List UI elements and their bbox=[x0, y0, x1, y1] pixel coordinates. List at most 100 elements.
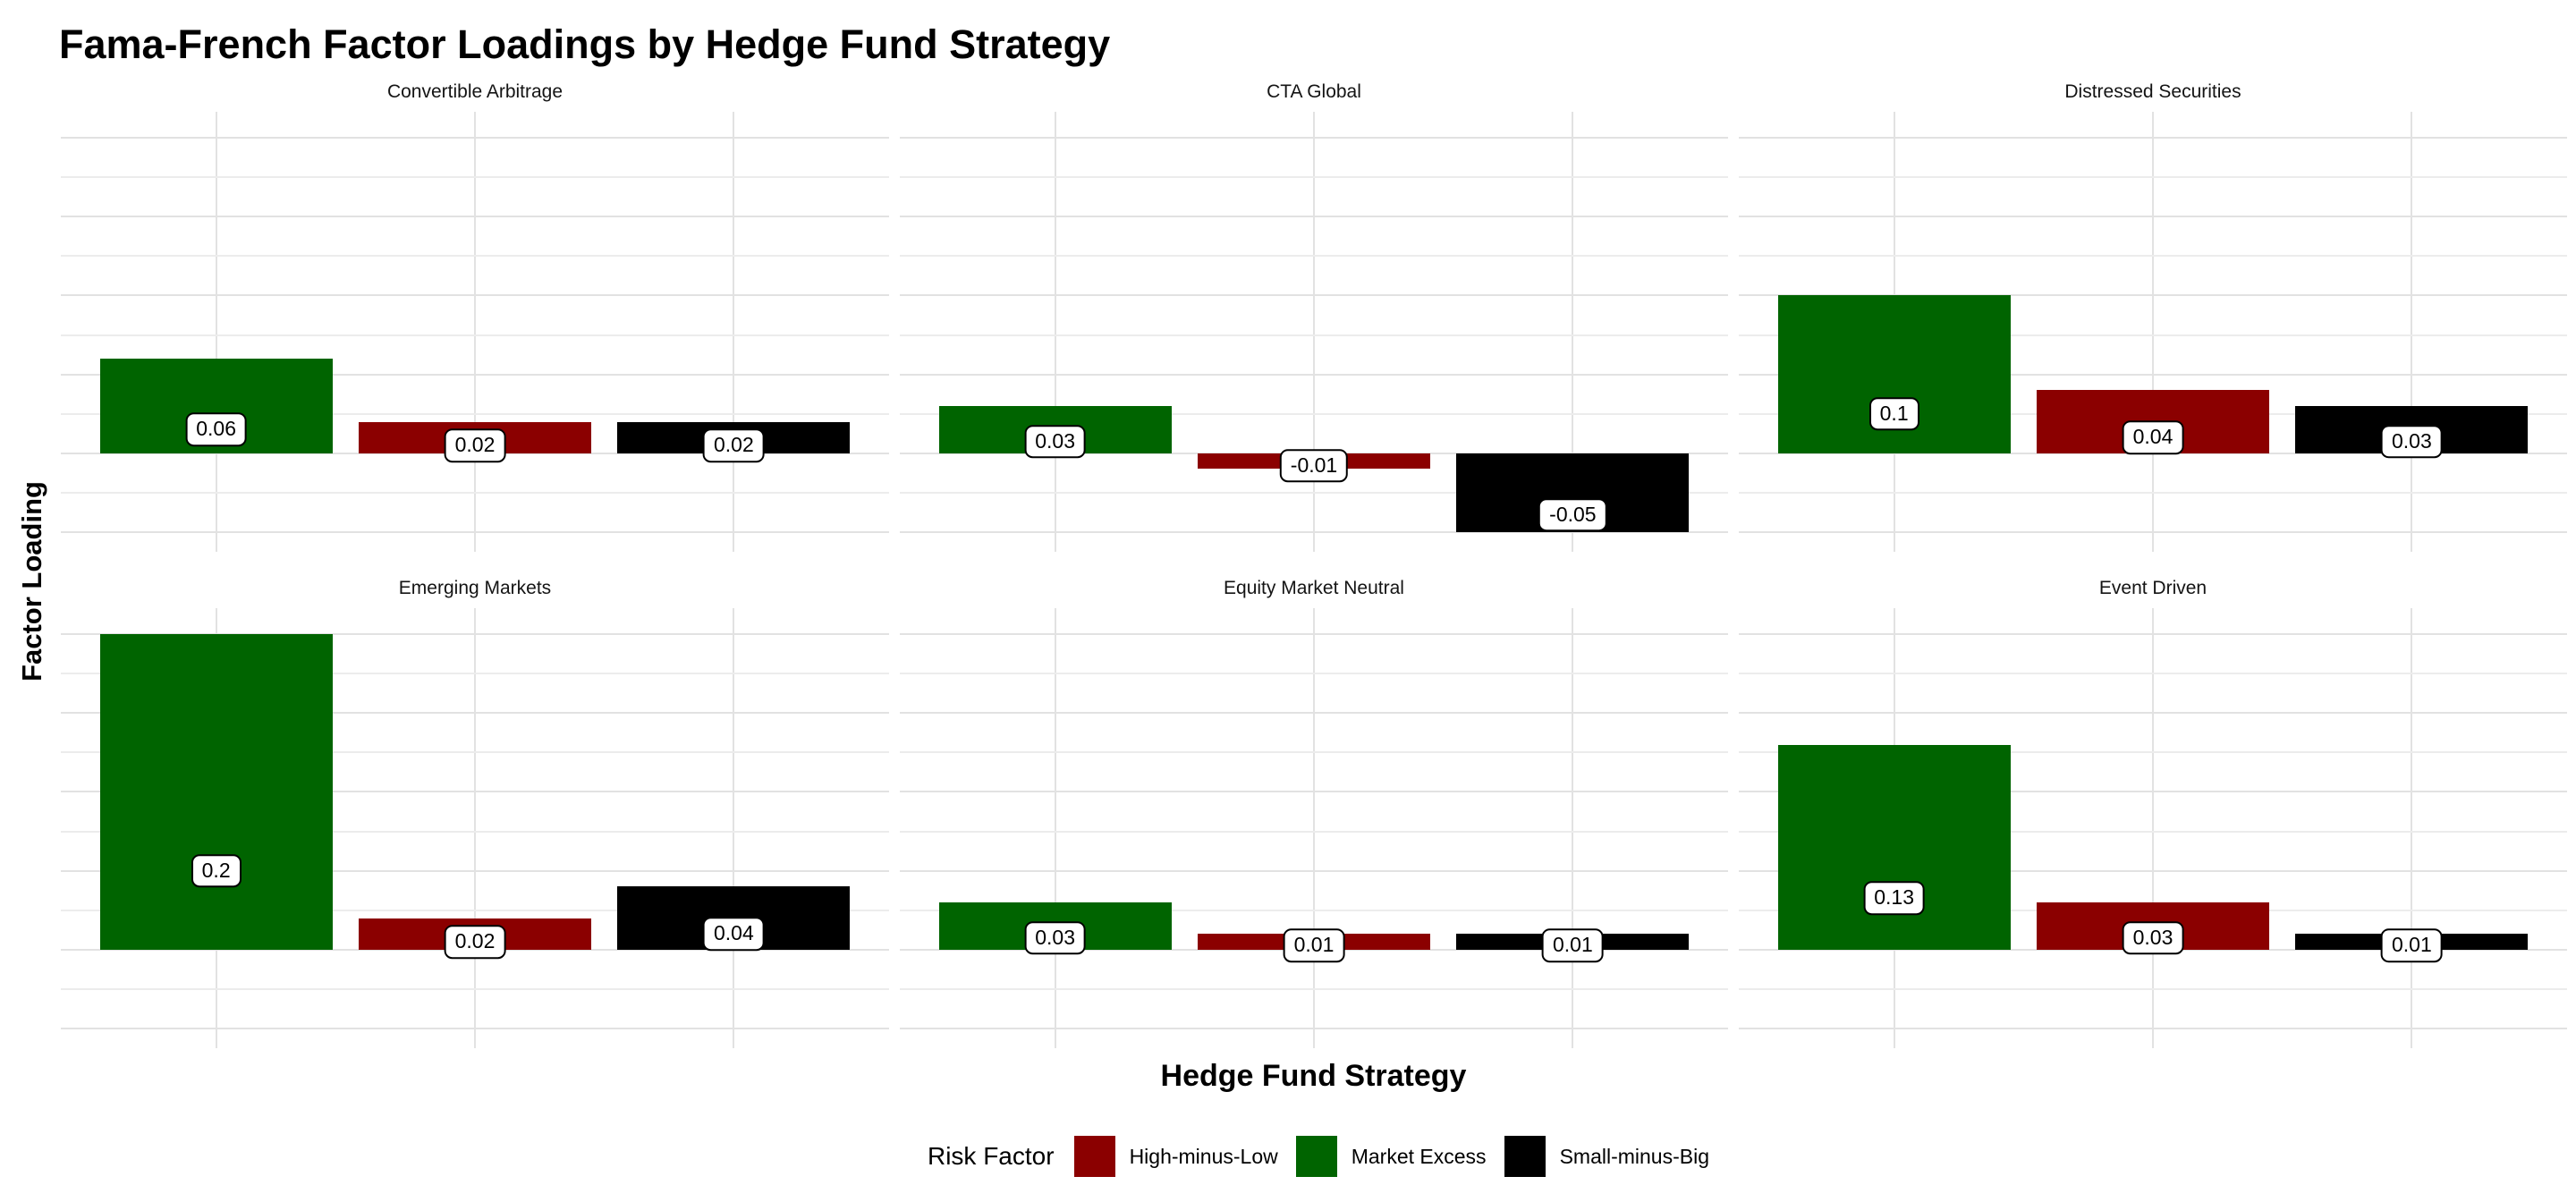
value-label: 0.2 bbox=[191, 853, 242, 888]
facet-panel: 0.2 0.02 0.04 bbox=[61, 608, 889, 1048]
bar-market-excess bbox=[1777, 744, 2011, 950]
gridline-horizontal bbox=[900, 712, 1728, 715]
gridline-horizontal bbox=[61, 373, 889, 376]
value-label: 0.01 bbox=[1283, 928, 1345, 963]
gridline-horizontal bbox=[1739, 712, 2567, 715]
legend-item: Small-minus-Big bbox=[1504, 1136, 1709, 1177]
gridline-vertical bbox=[474, 608, 476, 1048]
value-label: 0.03 bbox=[2380, 424, 2443, 459]
gridline-horizontal bbox=[61, 869, 889, 872]
gridline-horizontal bbox=[1739, 869, 2567, 872]
gridline-horizontal bbox=[61, 255, 889, 258]
gridline-horizontal bbox=[61, 909, 889, 911]
gridline-horizontal bbox=[1739, 530, 2567, 533]
gridline-vertical bbox=[1313, 112, 1315, 552]
value-label: 0.03 bbox=[2122, 920, 2184, 955]
gridline-horizontal bbox=[1739, 216, 2567, 218]
gridline-horizontal bbox=[900, 491, 1728, 494]
gridline-horizontal bbox=[900, 673, 1728, 675]
facet-panel: 0.13 0.03 0.01 bbox=[1739, 608, 2567, 1048]
value-label: 0.02 bbox=[444, 925, 506, 959]
legend: Risk Factor High-minus-Low Market Excess S… bbox=[61, 1129, 2576, 1184]
value-label: -0.01 bbox=[1279, 448, 1349, 483]
legend-item-label: Market Excess bbox=[1351, 1144, 1487, 1168]
legend-swatch-market-excess bbox=[1295, 1136, 1337, 1177]
gridline-vertical bbox=[1572, 112, 1574, 552]
gridline-vertical bbox=[1054, 112, 1056, 552]
gridline-horizontal bbox=[900, 530, 1728, 533]
gridline-horizontal bbox=[61, 712, 889, 715]
legend-swatch-high-minus-low bbox=[1073, 1136, 1115, 1177]
gridline-horizontal bbox=[61, 176, 889, 179]
x-axis-title: Hedge Fund Strategy bbox=[1160, 1059, 1467, 1093]
gridline-horizontal bbox=[61, 137, 889, 140]
facet-title: Convertible Arbitrage bbox=[386, 81, 564, 102]
facet-title: Emerging Markets bbox=[398, 578, 552, 598]
facet-panel: 0.1 0.04 0.03 bbox=[1739, 112, 2567, 552]
gridline-horizontal bbox=[1739, 137, 2567, 140]
gridline-horizontal bbox=[1739, 673, 2567, 675]
value-label: 0.02 bbox=[444, 428, 506, 462]
gridline-vertical bbox=[2152, 608, 2154, 1048]
chart-title: Fama-French Factor Loadings by Hedge Fun… bbox=[59, 21, 1111, 67]
bar-market-excess bbox=[99, 634, 333, 950]
y-axis-title: Factor Loading bbox=[16, 481, 47, 681]
gridline-horizontal bbox=[1739, 791, 2567, 793]
gridline-horizontal bbox=[1739, 255, 2567, 258]
legend-item-label: High-minus-Low bbox=[1129, 1144, 1278, 1168]
gridline-horizontal bbox=[1739, 1027, 2567, 1029]
gridline-horizontal bbox=[61, 633, 889, 636]
gridline-vertical bbox=[733, 112, 735, 552]
gridline-horizontal bbox=[1739, 294, 2567, 297]
value-label: -0.05 bbox=[1538, 497, 1607, 532]
gridline-horizontal bbox=[1739, 987, 2567, 990]
facet-title: CTA Global bbox=[1267, 81, 1361, 102]
gridline-horizontal bbox=[900, 987, 1728, 990]
gridline-horizontal bbox=[1739, 751, 2567, 754]
gridline-horizontal bbox=[61, 1027, 889, 1029]
gridline-vertical bbox=[2152, 112, 2154, 552]
gridline-horizontal bbox=[900, 373, 1728, 376]
gridline-horizontal bbox=[900, 791, 1728, 793]
gridline-vertical bbox=[2411, 112, 2413, 552]
gridline-horizontal bbox=[61, 791, 889, 793]
gridline-vertical bbox=[2411, 608, 2413, 1048]
value-label: 0.01 bbox=[2380, 928, 2443, 963]
value-label: 0.04 bbox=[2122, 420, 2184, 454]
gridline-horizontal bbox=[1739, 176, 2567, 179]
gridline-horizontal bbox=[900, 751, 1728, 754]
gridline-horizontal bbox=[61, 530, 889, 533]
facet-title: Distressed Securities bbox=[2064, 81, 2241, 102]
gridline-horizontal bbox=[900, 334, 1728, 336]
gridline-horizontal bbox=[61, 987, 889, 990]
gridline-vertical bbox=[215, 112, 217, 552]
gridline-horizontal bbox=[900, 830, 1728, 833]
gridline-horizontal bbox=[1739, 491, 2567, 494]
facet-title: Event Driven bbox=[2098, 578, 2207, 598]
gridline-horizontal bbox=[61, 334, 889, 336]
facet-panel: 0.06 0.02 0.02 bbox=[61, 112, 889, 552]
value-label: 0.06 bbox=[185, 412, 248, 447]
gridline-horizontal bbox=[61, 412, 889, 415]
gridline-horizontal bbox=[1739, 830, 2567, 833]
facet-title: Equity Market Neutral bbox=[1224, 578, 1404, 598]
gridline-horizontal bbox=[900, 216, 1728, 218]
gridline-vertical bbox=[474, 112, 476, 552]
gridline-vertical bbox=[1313, 608, 1315, 1048]
legend-item: High-minus-Low bbox=[1073, 1136, 1278, 1177]
value-label: 0.02 bbox=[702, 428, 765, 462]
gridline-horizontal bbox=[1739, 633, 2567, 636]
facet-panel: 0.03 -0.01 -0.05 bbox=[900, 112, 1728, 552]
legend-title: Risk Factor bbox=[927, 1142, 1055, 1170]
facet-panel: 0.03 0.01 0.01 bbox=[900, 608, 1728, 1048]
gridline-horizontal bbox=[61, 673, 889, 675]
value-label: 0.04 bbox=[702, 917, 765, 951]
gridline-horizontal bbox=[1739, 373, 2567, 376]
legend-item: Market Excess bbox=[1295, 1136, 1487, 1177]
gridline-horizontal bbox=[61, 751, 889, 754]
value-label: 0.03 bbox=[1024, 424, 1087, 459]
gridline-vertical bbox=[733, 608, 735, 1048]
gridline-horizontal bbox=[900, 137, 1728, 140]
value-label: 0.03 bbox=[1024, 920, 1087, 955]
